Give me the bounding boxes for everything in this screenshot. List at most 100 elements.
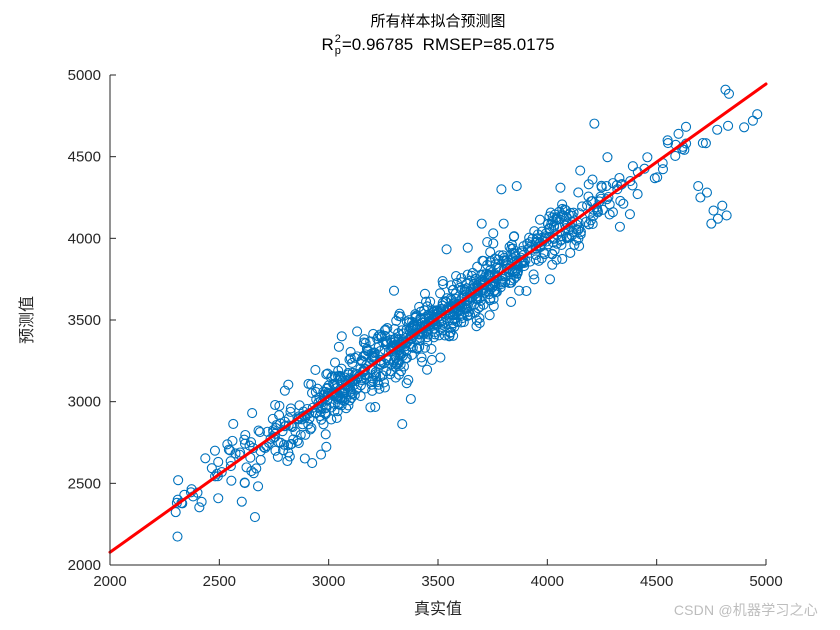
scatter-point	[252, 481, 264, 492]
scatter-point	[223, 444, 234, 455]
scatter-point	[196, 496, 207, 507]
scatter-point	[697, 137, 708, 149]
scatter-point	[445, 327, 456, 338]
scatter-point	[359, 334, 370, 345]
fit-line-layer	[108, 82, 768, 554]
scatter-point	[470, 293, 481, 304]
scatter-point	[614, 172, 625, 184]
scatter-point	[477, 255, 488, 266]
scatter-point	[310, 364, 321, 375]
scatter-point	[306, 422, 317, 433]
scatter-point	[245, 437, 257, 448]
scatter-point	[279, 385, 290, 396]
scatter-point	[299, 453, 310, 464]
scatter-point	[401, 378, 412, 389]
scatter-point	[575, 226, 586, 237]
scatter-point	[557, 253, 568, 265]
scatter-point	[488, 228, 499, 239]
scatter-point	[210, 471, 221, 482]
scatter-point	[407, 321, 418, 332]
scatter-point	[551, 254, 562, 265]
scatter-point	[329, 357, 341, 368]
scatter-point	[462, 300, 473, 311]
scatter-point	[557, 199, 568, 210]
scatter-point	[339, 372, 350, 383]
scatter-point	[226, 475, 237, 486]
scatter-point	[557, 211, 568, 222]
scatter-point	[425, 319, 436, 330]
scatter-point	[480, 287, 491, 298]
scatter-point	[331, 412, 342, 424]
scatter-point	[391, 315, 402, 326]
scatter-point	[712, 213, 723, 224]
scatter-point	[695, 192, 706, 203]
fit-line	[108, 82, 768, 554]
scatter-point	[209, 445, 221, 456]
scatter-point	[701, 187, 713, 198]
scatter-point	[420, 312, 431, 323]
scatter-point	[388, 285, 400, 296]
scatter-point	[200, 453, 211, 464]
scatter-point	[425, 296, 436, 307]
scatter-point	[524, 237, 536, 248]
scatter-point	[255, 454, 266, 465]
scatter-point	[476, 218, 487, 229]
scatter-point	[567, 226, 578, 237]
scatter-point	[213, 456, 224, 467]
scatter-point	[662, 135, 673, 146]
scatter-point	[496, 184, 507, 195]
scatter-point	[545, 207, 556, 218]
scatter-point	[288, 434, 299, 445]
scatter-point	[456, 284, 467, 295]
scatter-point	[580, 216, 591, 228]
scatter-point	[603, 191, 614, 203]
chart-subtitle: R 2 p =0.96785 RMSEP=85.0175	[110, 33, 766, 56]
scatter-point	[485, 284, 496, 295]
scatter-point	[240, 429, 251, 441]
scatter-point	[471, 321, 482, 332]
scatter-point	[544, 274, 556, 285]
scatter-point	[439, 321, 450, 332]
scatter-point	[485, 247, 496, 258]
scatter-point	[417, 356, 428, 367]
scatter-point	[549, 221, 560, 233]
scatter-point	[708, 205, 719, 216]
scatter-point	[504, 241, 515, 252]
scatter-point	[587, 218, 598, 230]
scatter-point	[422, 364, 433, 375]
scatter-point	[368, 328, 379, 340]
scatter-point	[478, 299, 489, 310]
scatter-point	[321, 441, 332, 452]
scatter-point	[615, 195, 626, 207]
scatter-point	[275, 418, 286, 429]
x-axis-label: 真实值	[414, 600, 462, 618]
scatter-point	[267, 413, 278, 424]
scatter-point	[602, 152, 613, 163]
scatter-point	[345, 353, 356, 364]
scatter-point	[539, 249, 550, 260]
scatter-point	[462, 311, 473, 322]
scatter-point	[412, 342, 423, 353]
scatter-point	[747, 115, 758, 126]
scatter-point	[393, 311, 404, 322]
scatter-point	[275, 437, 286, 448]
scatter-point	[720, 84, 731, 95]
scatter-point	[381, 366, 392, 377]
scatter-point	[300, 429, 311, 440]
scatter-point	[642, 152, 653, 163]
scatter-point	[356, 374, 367, 386]
scatter-point	[382, 323, 393, 334]
y-tick-label: 3500	[68, 312, 101, 329]
r2-base: R	[321, 34, 334, 54]
scatter-point	[398, 328, 409, 339]
scatter-point	[601, 181, 612, 192]
scatter-point	[614, 221, 625, 232]
scatter-point	[521, 285, 532, 297]
scatter-point	[534, 214, 546, 225]
scatter-point	[285, 406, 296, 417]
x-tick-label: 4500	[640, 573, 673, 590]
y-tick-label: 4500	[68, 149, 101, 166]
scatter-point	[561, 212, 572, 223]
y-tick-label: 2000	[68, 557, 101, 574]
scatter-point	[379, 382, 390, 393]
